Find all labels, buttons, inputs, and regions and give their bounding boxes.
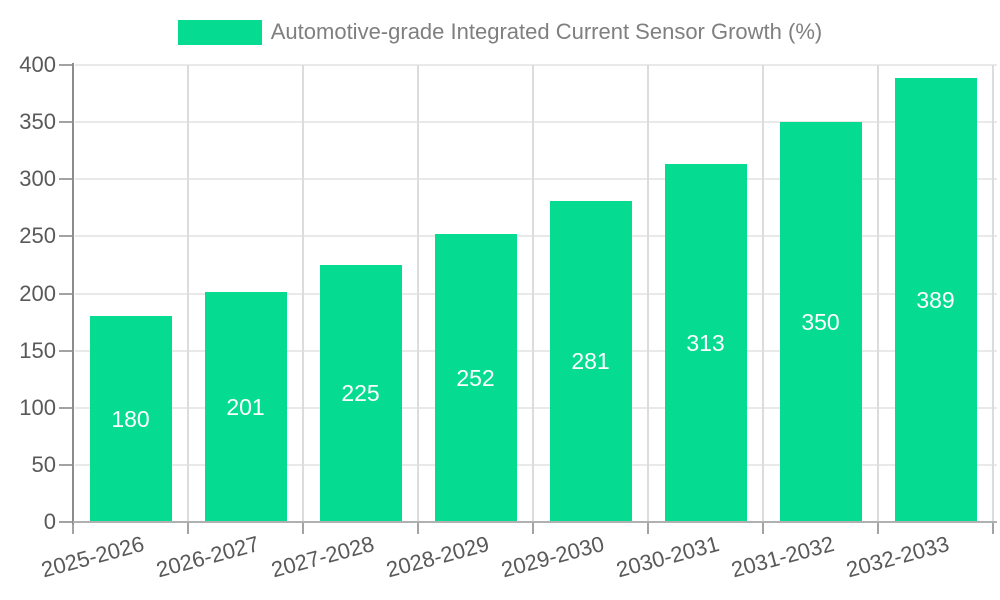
y-tick-label: 200 [19,280,56,306]
y-gridline [75,406,997,409]
y-tick-label: 300 [19,166,56,192]
x-gridline [532,65,534,522]
bar-value-label: 313 [686,330,725,357]
x-gridline [647,65,649,522]
bar-value-label: 201 [226,394,265,421]
y-tick [59,463,73,466]
x-gridline [992,65,994,522]
bar[interactable] [89,316,172,522]
bar-value-label: 252 [456,365,495,392]
bar-value-label: 281 [571,348,610,375]
bar-value-label: 350 [801,309,840,336]
legend-swatch [177,19,262,45]
x-gridline [417,65,419,522]
bar-value-label: 180 [111,406,150,433]
x-tick [877,522,879,534]
x-tick-label: 2030-2031 [613,531,722,583]
chart-legend[interactable]: Automotive-grade Integrated Current Sens… [0,18,1000,46]
y-tick [59,121,73,124]
y-tick [59,349,73,352]
bar[interactable] [319,264,402,522]
y-tick [59,64,73,66]
y-gridline [75,121,997,124]
x-tick-label: 2032-2033 [843,531,952,583]
x-tick-label: 2028-2029 [383,531,492,583]
y-axis-line [72,63,74,524]
y-tick [59,178,73,181]
y-gridline [75,292,997,295]
x-tick-label: 2025-2026 [38,531,147,583]
y-gridline [75,64,997,66]
bar[interactable] [664,164,747,522]
y-tick-label: 350 [19,109,56,135]
x-tick [762,522,764,534]
bar[interactable] [434,234,517,522]
y-tick-label: 0 [43,509,56,534]
y-tick-label: 150 [19,337,56,363]
x-tick [417,522,419,534]
y-gridline [75,463,997,466]
bar-value-label: 225 [341,380,380,407]
y-tick [59,521,73,523]
bar[interactable] [549,200,632,522]
y-gridline [75,178,997,181]
y-tick-label: 100 [19,394,56,420]
x-gridline [302,65,304,522]
bar[interactable] [779,122,862,522]
x-tick-label: 2026-2027 [153,531,262,583]
bar-value-label: 389 [916,286,955,313]
x-tick [187,522,189,534]
x-gridline [762,65,764,522]
y-tick [59,406,73,409]
y-tick-label: 250 [19,223,56,249]
x-gridline [877,65,879,522]
x-gridline [187,65,189,522]
y-tick [59,235,73,238]
y-tick-label: 50 [31,451,56,477]
x-tick-label: 2027-2028 [268,531,377,583]
x-axis-line [73,521,997,523]
legend-label: Automotive-grade Integrated Current Sens… [270,19,823,44]
x-tick-label: 2029-2030 [498,531,607,583]
x-tick [302,522,304,534]
x-tick [532,522,534,534]
y-tick-label: 400 [19,52,56,77]
x-tick-label: 2031-2032 [728,531,837,583]
x-tick [992,522,994,534]
bar[interactable] [204,292,287,522]
y-gridline [75,235,997,238]
x-tick [647,522,649,534]
y-tick [59,292,73,295]
x-tick [72,522,74,534]
y-gridline [75,349,997,352]
bar[interactable] [894,77,977,522]
